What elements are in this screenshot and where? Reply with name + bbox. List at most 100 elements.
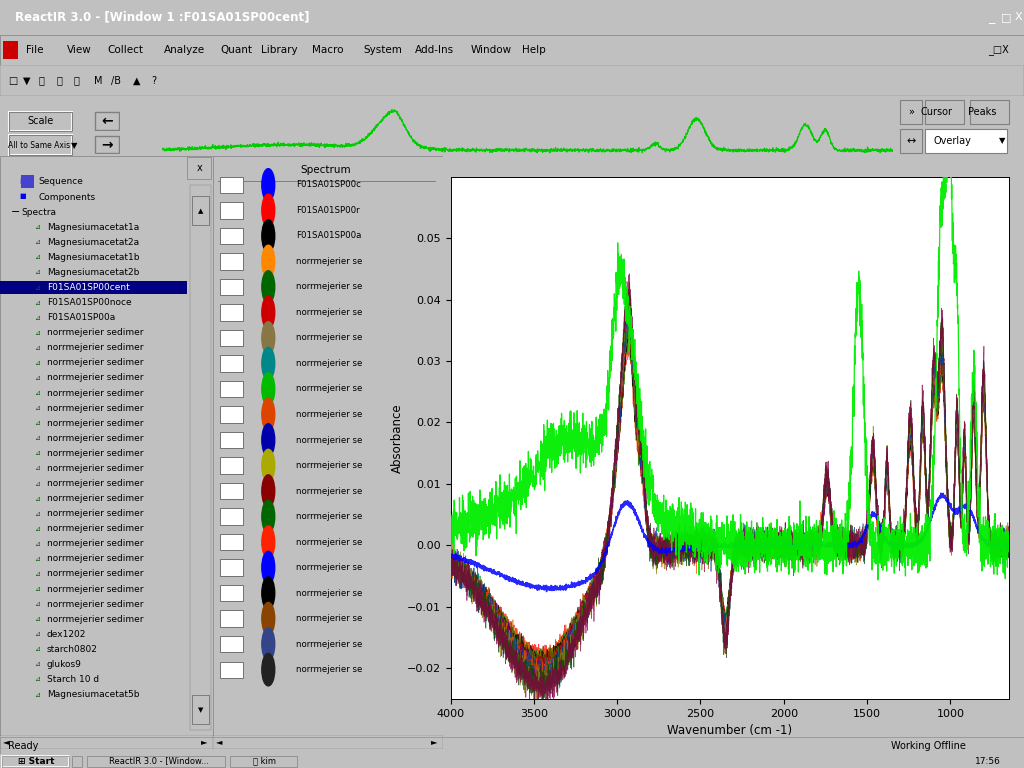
Bar (220, 636, 243, 652)
Text: norrmejerier se: norrmejerier se (296, 614, 362, 623)
Text: norrmejerier se: norrmejerier se (296, 588, 362, 598)
Text: Collect: Collect (108, 45, 143, 55)
Text: ◄: ◄ (3, 737, 9, 746)
Text: ■: ■ (19, 194, 26, 200)
Text: norrmejerier se: norrmejerier se (296, 435, 362, 445)
Text: Add-Ins: Add-Ins (415, 45, 454, 55)
Bar (220, 508, 243, 525)
Text: ?: ? (152, 75, 157, 86)
Bar (220, 483, 243, 499)
FancyBboxPatch shape (926, 129, 1008, 153)
Text: ⊿: ⊿ (34, 631, 40, 637)
Text: Magnesiumacetat1a: Magnesiumacetat1a (47, 223, 139, 232)
Text: ⊿: ⊿ (34, 616, 40, 622)
Text: starch0802: starch0802 (47, 645, 97, 654)
Text: ⊿: ⊿ (34, 601, 40, 607)
Text: ⊿: ⊿ (34, 677, 40, 683)
Text: Macro: Macro (312, 45, 344, 55)
FancyBboxPatch shape (230, 756, 297, 767)
Circle shape (262, 602, 274, 635)
Text: Analyze: Analyze (164, 45, 205, 55)
Circle shape (262, 654, 274, 686)
Text: ⊿: ⊿ (34, 571, 40, 577)
Text: norrmejerier sedimer: norrmejerier sedimer (47, 419, 143, 428)
Text: norrmejerier se: norrmejerier se (296, 512, 362, 521)
Circle shape (262, 475, 274, 508)
Text: View: View (67, 45, 91, 55)
Text: norrmejerier se: norrmejerier se (296, 665, 362, 674)
Text: norrmejerier se: norrmejerier se (296, 563, 362, 572)
Text: ▼: ▼ (198, 707, 203, 713)
Text: norrmejerier se: norrmejerier se (296, 385, 362, 393)
Text: ⊿: ⊿ (34, 450, 40, 456)
Text: Sequence: Sequence (38, 177, 83, 187)
Text: Spectra: Spectra (22, 207, 56, 217)
Text: ▲: ▲ (133, 75, 140, 86)
Text: ⊿: ⊿ (34, 541, 40, 547)
FancyBboxPatch shape (95, 136, 119, 154)
Text: norrmejerier sedimer: norrmejerier sedimer (47, 584, 143, 594)
Text: norrmejerier sedimer: norrmejerier sedimer (47, 539, 143, 548)
Text: 💾: 💾 (56, 75, 62, 86)
Text: glukos9: glukos9 (47, 660, 82, 669)
Circle shape (262, 169, 274, 201)
Text: Ready: Ready (8, 740, 39, 751)
FancyBboxPatch shape (9, 111, 72, 131)
Text: ⊿: ⊿ (34, 345, 40, 351)
Text: ⊿: ⊿ (34, 465, 40, 472)
Text: F01SA01SP00r: F01SA01SP00r (296, 206, 359, 215)
Text: F01SA01SP00cent: F01SA01SP00cent (47, 283, 130, 292)
Text: norrmejerier sedimer: norrmejerier sedimer (47, 359, 143, 367)
Text: ⊿: ⊿ (34, 315, 40, 321)
Circle shape (262, 296, 274, 329)
Bar (187, 157, 211, 179)
Text: ReactIR 3.0 - [Window...: ReactIR 3.0 - [Window... (109, 756, 209, 766)
Text: ⊿: ⊿ (34, 435, 40, 442)
Text: ►: ► (431, 737, 437, 746)
Text: Scale: Scale (28, 116, 54, 127)
Text: ▼: ▼ (999, 137, 1006, 145)
Bar (220, 253, 243, 270)
Bar (220, 458, 243, 474)
FancyBboxPatch shape (971, 101, 1009, 124)
Text: norrmejerier se: norrmejerier se (296, 333, 362, 343)
Text: Quant: Quant (220, 45, 252, 55)
Text: norrmejerier se: norrmejerier se (296, 538, 362, 547)
Bar (0, 280, 187, 294)
Circle shape (262, 399, 274, 431)
Text: norrmejerier sedimer: norrmejerier sedimer (47, 373, 143, 382)
Bar (220, 279, 243, 295)
Text: ⊿: ⊿ (34, 586, 40, 592)
Circle shape (262, 372, 274, 406)
FancyBboxPatch shape (87, 756, 225, 767)
Bar (220, 534, 243, 550)
Text: F01SA01SP00a: F01SA01SP00a (47, 313, 115, 323)
Text: norrmejerier sedimer: norrmejerier sedimer (47, 404, 143, 412)
Text: /B: /B (111, 75, 121, 86)
X-axis label: Wavenumber (cm -1): Wavenumber (cm -1) (667, 724, 793, 737)
Bar (189, 185, 211, 730)
Bar (220, 356, 243, 372)
Text: 🖨: 🖨 (74, 75, 80, 86)
Text: _: _ (988, 11, 994, 24)
Text: −: − (10, 207, 20, 217)
Text: F01SA01SP00a: F01SA01SP00a (296, 231, 361, 240)
Text: 17:56: 17:56 (975, 756, 1001, 766)
Text: Window: Window (471, 45, 512, 55)
Bar (220, 177, 243, 193)
Text: Peaks: Peaks (968, 107, 996, 117)
Text: ◄: ◄ (216, 737, 223, 746)
Text: norrmejerier se: norrmejerier se (296, 283, 362, 291)
Circle shape (262, 526, 274, 558)
Text: F01SA01SP00noce: F01SA01SP00noce (47, 298, 131, 307)
Text: □: □ (8, 75, 17, 86)
Text: 📁 kim: 📁 kim (253, 756, 275, 766)
Text: 📁: 📁 (39, 75, 45, 86)
Text: norrmejerier sedimer: norrmejerier sedimer (47, 525, 143, 533)
FancyBboxPatch shape (72, 756, 82, 767)
Text: Magnesiumacetat5b: Magnesiumacetat5b (47, 690, 139, 699)
Text: norrmejerier sedimer: norrmejerier sedimer (47, 464, 143, 473)
FancyBboxPatch shape (9, 135, 72, 155)
Text: System: System (364, 45, 402, 55)
Text: norrmejerier sedimer: norrmejerier sedimer (47, 479, 143, 488)
